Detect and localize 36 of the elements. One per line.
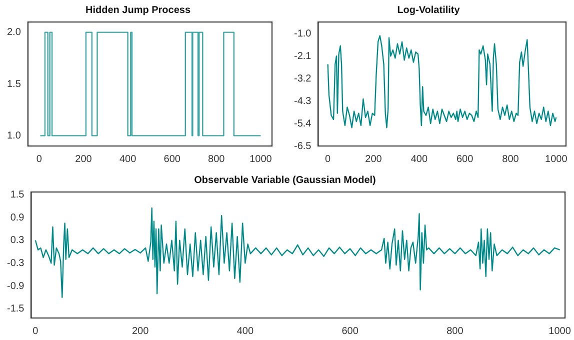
chart-title: Log-Volatility bbox=[397, 4, 460, 16]
y-tick-label: 2.0 bbox=[6, 27, 22, 38]
chart-title: Observable Variable (Gaussian Model) bbox=[194, 174, 376, 186]
x-tick-label: 800 bbox=[208, 154, 226, 165]
x-tick-label: 1000 bbox=[250, 154, 272, 165]
x-tick-label: 0 bbox=[32, 326, 39, 337]
x-tick-label: 200 bbox=[365, 154, 382, 165]
x-tick-label: 400 bbox=[119, 154, 137, 165]
y-tick-label: 0.3 bbox=[10, 235, 25, 246]
x-tick-label: 0 bbox=[36, 154, 42, 165]
y-tick-label: 1.5 bbox=[6, 78, 22, 90]
y-tick-label: -4.3 bbox=[294, 96, 312, 107]
y-tick-label: -3.2 bbox=[294, 73, 312, 84]
y-tick-label: -0.3 bbox=[6, 258, 25, 269]
y-tick-label: 1.5 bbox=[10, 189, 25, 200]
y-tick-label: -1.5 bbox=[6, 304, 25, 315]
x-tick-label: 0 bbox=[325, 154, 332, 165]
y-tick-label: -5.4 bbox=[294, 118, 312, 130]
y-tick-label: -1.0 bbox=[294, 28, 312, 40]
y-tick-label: -6.5 bbox=[294, 140, 312, 152]
chart-title: Hidden Jump Process bbox=[85, 4, 191, 16]
x-tick-label: 800 bbox=[502, 154, 520, 165]
x-tick-label: 200 bbox=[75, 154, 92, 165]
x-tick-label: 600 bbox=[342, 326, 359, 337]
x-tick-label: 1000 bbox=[548, 326, 572, 337]
y-tick-label: 0.9 bbox=[10, 212, 25, 224]
x-tick-label: 400 bbox=[410, 154, 428, 165]
x-tick-label: 600 bbox=[164, 154, 181, 165]
y-tick-label: -2.1 bbox=[294, 50, 312, 62]
x-tick-label: 200 bbox=[132, 326, 150, 337]
x-tick-label: 800 bbox=[446, 326, 464, 337]
y-tick-label: 1.0 bbox=[6, 130, 22, 142]
y-tick-label: -0.9 bbox=[6, 280, 25, 292]
x-tick-label: 1000 bbox=[545, 154, 568, 165]
x-tick-label: 600 bbox=[456, 154, 474, 165]
x-tick-label: 400 bbox=[236, 326, 254, 337]
